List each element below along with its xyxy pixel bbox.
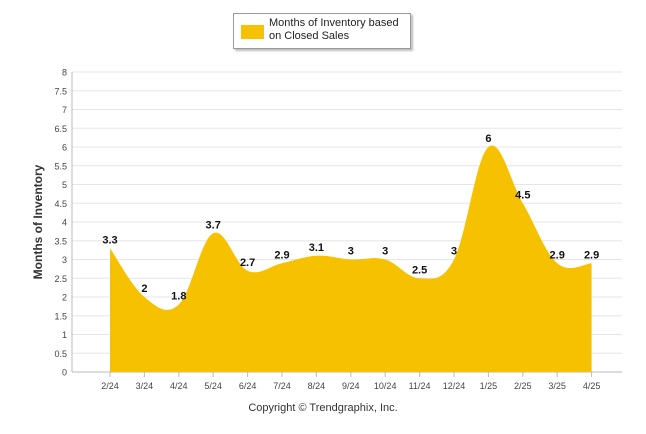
data-label: 3 bbox=[348, 246, 354, 258]
legend-swatch bbox=[241, 25, 264, 39]
legend-label-line2: on Closed Sales bbox=[269, 30, 350, 42]
y-tick-label: 0.5 bbox=[54, 349, 67, 359]
x-tick-label: 7/24 bbox=[273, 381, 291, 391]
y-tick-label: 6.5 bbox=[54, 124, 67, 134]
legend-label: Months of Inventory based on Closed Sale… bbox=[269, 17, 409, 43]
x-tick-label: 5/24 bbox=[204, 381, 222, 391]
copyright-text: Copyright © Trendgraphix, Inc. bbox=[248, 402, 398, 414]
legend-label-line1: Months of Inventory based bbox=[269, 17, 399, 29]
x-tick-label: 11/24 bbox=[409, 381, 431, 391]
data-label: 3.7 bbox=[206, 219, 221, 231]
data-label: 2.9 bbox=[584, 249, 599, 261]
data-label: 2 bbox=[141, 283, 147, 295]
data-labels: 3.3 2 1.8 3.7 2.7 2.9 3.1 3 3 2.5 3 6 4.5 2.9 2.9 bbox=[102, 133, 599, 303]
x-tick-label: 2/24 bbox=[101, 381, 119, 391]
data-label: 6 bbox=[485, 133, 491, 145]
series-area bbox=[110, 145, 592, 372]
y-tick-label: 2.5 bbox=[54, 274, 67, 284]
y-tick-label: 4 bbox=[62, 218, 67, 228]
data-label: 4.5 bbox=[515, 189, 530, 201]
data-label: 1.8 bbox=[171, 291, 186, 303]
data-label: 3.1 bbox=[309, 242, 324, 254]
data-label: 3 bbox=[382, 246, 388, 258]
x-tick-label: 4/24 bbox=[170, 381, 188, 391]
data-label: 3 bbox=[451, 246, 457, 258]
y-axis-title: Months of Inventory bbox=[31, 164, 45, 280]
y-tick-label: 5 bbox=[62, 180, 67, 190]
y-tick-label: 8 bbox=[62, 68, 67, 78]
y-tick-label: 6 bbox=[62, 143, 67, 153]
data-label: 2.7 bbox=[240, 257, 255, 269]
data-label: 3.3 bbox=[102, 234, 117, 246]
x-tick-label: 1/25 bbox=[480, 381, 498, 391]
y-tick-label: 7.5 bbox=[54, 86, 67, 96]
data-label: 2.5 bbox=[412, 264, 427, 276]
data-label: 2.9 bbox=[274, 249, 289, 261]
x-tick-label: 10/24 bbox=[374, 381, 397, 391]
y-tick-label: 3 bbox=[62, 255, 67, 265]
y-tick-label: 3.5 bbox=[54, 236, 67, 246]
y-tick-label: 5.5 bbox=[54, 161, 67, 171]
x-tick-label: 3/24 bbox=[136, 381, 154, 391]
legend: Months of Inventory based on Closed Sale… bbox=[233, 13, 411, 49]
y-tick-label: 1 bbox=[62, 330, 67, 340]
x-tick-label: 8/24 bbox=[308, 381, 326, 391]
x-tick-label: 6/24 bbox=[239, 381, 257, 391]
y-axis-ticks: 0 0.5 1 1.5 2 2.5 3 3.5 4 4.5 5 5.5 6 6.5 7 7.5 8 bbox=[54, 68, 67, 378]
y-tick-label: 4.5 bbox=[54, 199, 67, 209]
y-tick-label: 7 bbox=[62, 105, 67, 115]
x-tick-label: 4/25 bbox=[583, 381, 601, 391]
x-tick-label: 9/24 bbox=[342, 381, 360, 391]
y-tick-label: 2 bbox=[62, 293, 67, 303]
x-tick-label: 12/24 bbox=[443, 381, 466, 391]
data-label: 2.9 bbox=[550, 249, 565, 261]
x-tick-label: 3/25 bbox=[548, 381, 566, 391]
y-tick-label: 1.5 bbox=[54, 311, 67, 321]
y-tick-label: 0 bbox=[62, 368, 67, 378]
x-tick-label: 2/25 bbox=[514, 381, 532, 391]
